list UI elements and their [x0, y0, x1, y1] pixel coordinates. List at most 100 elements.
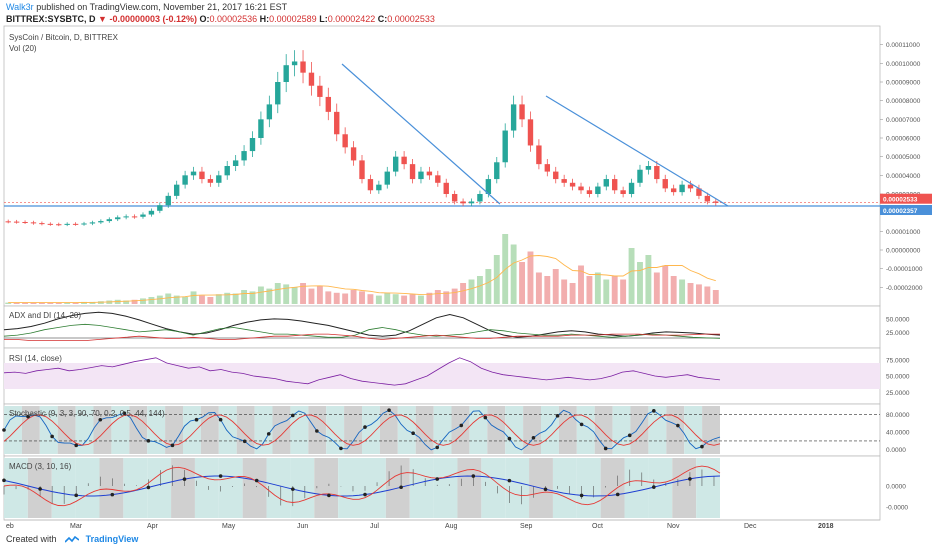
minus-di-line — [4, 333, 720, 342]
stoch-shade — [576, 406, 595, 454]
candle-body — [13, 221, 20, 223]
volume-bar — [224, 292, 231, 304]
volume-bar — [519, 262, 525, 304]
macd-shade — [576, 458, 601, 518]
candle-body — [232, 160, 239, 166]
stoch-label: Stochastic (9, 3, 3, 90, 70, 0.2, 0.5, 4… — [9, 409, 165, 418]
candle-body — [595, 186, 601, 194]
volume-bar — [384, 292, 391, 304]
stoch-dot — [74, 443, 79, 448]
macd-dot — [2, 478, 6, 483]
created-with-text: Created with — [6, 534, 57, 544]
stoch-shade — [326, 406, 345, 454]
candle-body — [384, 171, 390, 185]
stoch-dot — [555, 414, 560, 418]
candle-body — [241, 151, 247, 161]
stoch-tick-label: 0.0000 — [886, 447, 906, 454]
volume-bar — [81, 301, 87, 304]
volume-bar — [249, 291, 256, 304]
rsi-tick-label: 25.0000 — [886, 390, 910, 397]
x-tick-label: May — [222, 523, 236, 530]
volume-bar — [241, 290, 248, 304]
candle-body — [401, 156, 407, 165]
candle-body — [106, 219, 112, 222]
stoch-shade — [523, 406, 541, 454]
volume-bar — [232, 293, 239, 304]
candle-body — [258, 119, 264, 138]
volume-bar — [207, 297, 214, 304]
candle-body — [216, 175, 222, 183]
volume-bar — [72, 302, 79, 304]
stoch-shade — [379, 406, 398, 454]
tradingview-brand[interactable]: TradingView — [85, 534, 139, 544]
macd-shade — [314, 458, 339, 518]
volume-bar — [300, 283, 306, 304]
macd-dot — [435, 477, 440, 481]
stoch-dot — [700, 444, 704, 449]
candle-body — [418, 171, 424, 180]
stoch-dot — [50, 434, 54, 439]
close-value: 0.00002533 — [387, 14, 435, 24]
change-value: -0.00000003 (-0.12%) — [109, 14, 198, 24]
candle-body — [704, 195, 711, 202]
candle-body — [662, 179, 668, 189]
published-line: Walk3r published on TradingView.com, Nov… — [6, 2, 287, 12]
stoch-shade — [558, 406, 577, 454]
candle-body — [536, 145, 542, 165]
candle-body — [435, 175, 441, 183]
down-arrow-icon: ▼ — [98, 14, 107, 24]
candle-body — [468, 201, 475, 204]
x-tick-label: Apr — [147, 523, 159, 530]
stoch-shade — [594, 406, 613, 454]
open-value: 0.00002536 — [209, 14, 258, 24]
macd-dot — [291, 487, 295, 491]
volume-bar — [367, 294, 374, 304]
volume-bar — [695, 284, 702, 304]
footer: Created with TradingView — [6, 534, 138, 544]
candle-body — [47, 223, 54, 225]
adx-tick-label: 50.0000 — [886, 316, 910, 323]
volume-bar — [468, 279, 475, 304]
stoch-shade — [4, 406, 22, 454]
macd-dot — [327, 493, 331, 498]
volume-bar — [451, 288, 458, 304]
price-tick-label: 0.00007000 — [886, 117, 921, 124]
stoch-dot — [627, 433, 632, 438]
stoch-dot — [652, 409, 656, 413]
price-marker-label: 0.00002533 — [883, 197, 918, 204]
x-tick-label: 2018 — [818, 523, 834, 530]
volume-bar — [38, 302, 45, 304]
stoch-d-line — [3, 414, 721, 446]
volume-bar — [215, 294, 222, 304]
macd-shade — [194, 458, 219, 518]
macd-dot — [543, 487, 548, 492]
candle-body — [334, 111, 340, 135]
stoch-shade — [541, 406, 559, 454]
volume-bar — [561, 279, 568, 304]
stoch-shade — [648, 406, 667, 454]
candle-body — [157, 205, 163, 211]
macd-dot — [399, 485, 403, 490]
volume-bar — [493, 255, 500, 304]
author-link[interactable]: Walk3r — [6, 2, 34, 12]
trendline-2 — [545, 95, 729, 207]
candle-body — [392, 156, 399, 172]
volume-bar — [637, 262, 643, 304]
x-tick-label: Sep — [520, 523, 533, 530]
candle-body — [291, 61, 298, 66]
candle-body — [527, 119, 534, 146]
volume-bar — [569, 283, 576, 304]
stoch-dot — [242, 439, 247, 444]
volume-bar — [64, 302, 71, 304]
candle-body — [81, 223, 87, 225]
candle-body — [637, 169, 643, 183]
stoch-dot — [579, 422, 584, 427]
stoch-shade — [666, 406, 685, 454]
macd-dot — [507, 478, 512, 483]
stoch-dot — [339, 446, 343, 451]
adx-pane-frame — [3, 305, 881, 349]
candle-body — [443, 182, 449, 194]
macd-shade — [362, 458, 386, 518]
candle-body — [367, 179, 374, 191]
